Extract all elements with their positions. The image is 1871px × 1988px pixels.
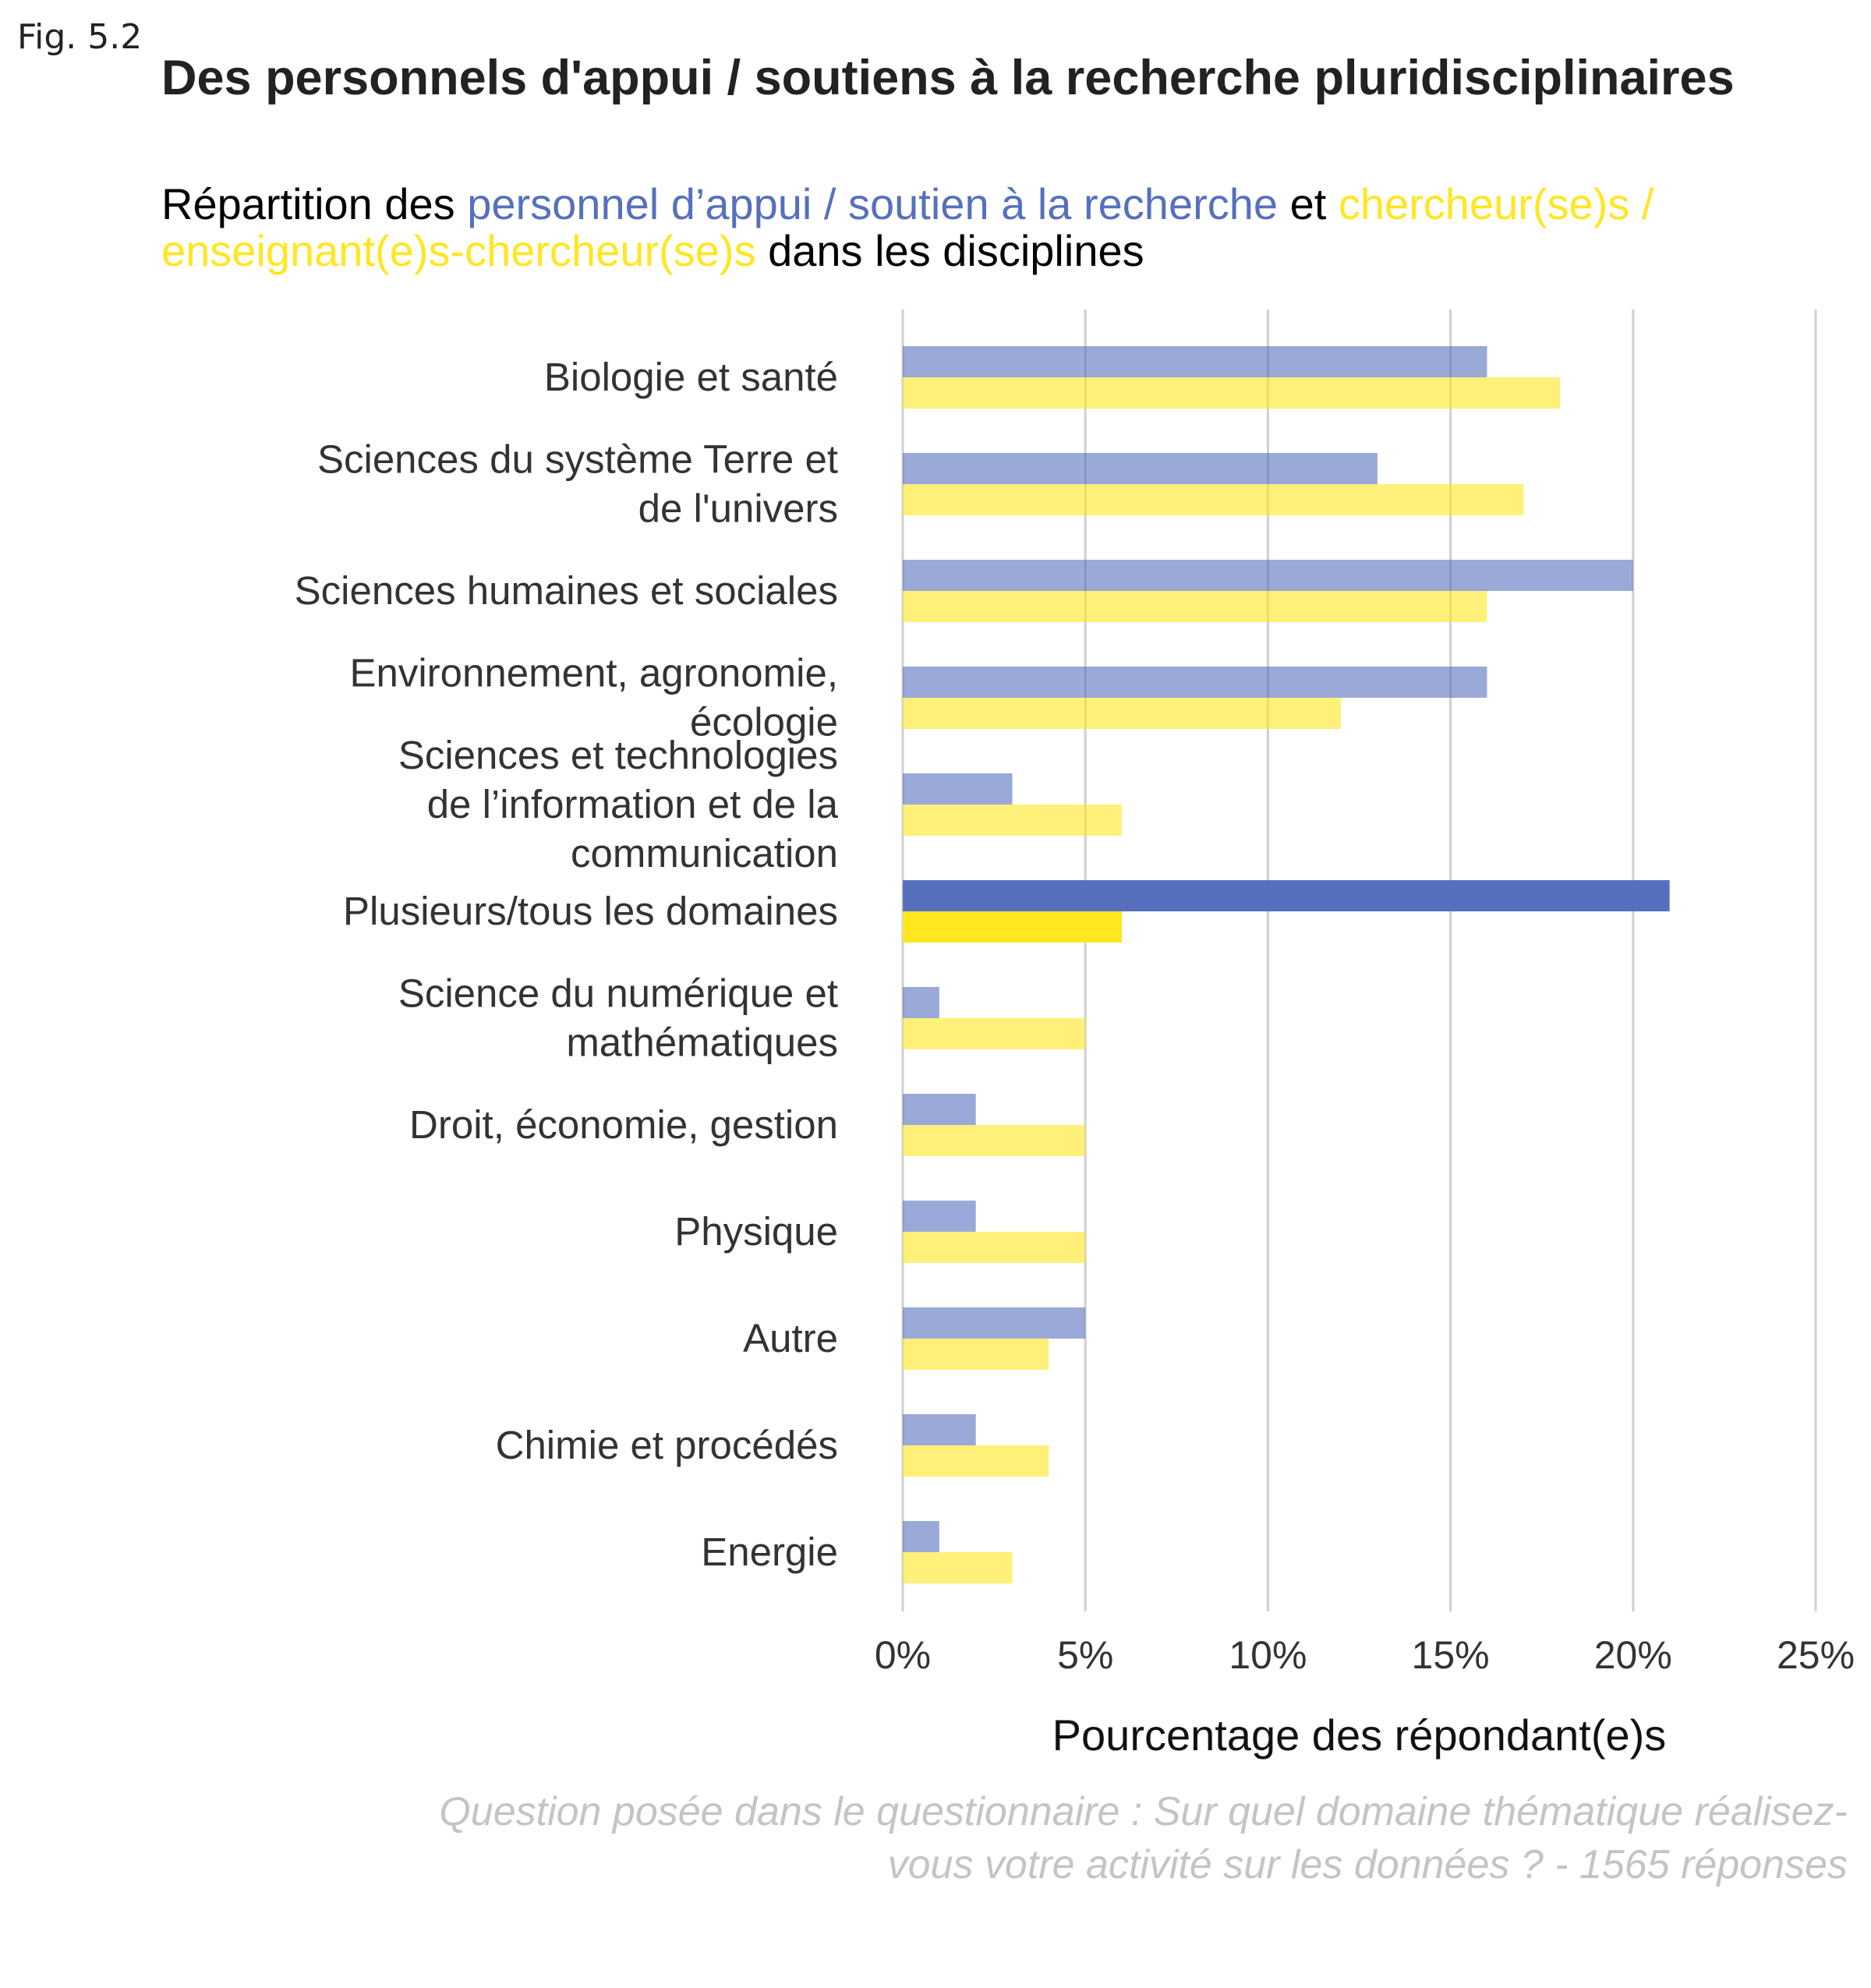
category-label-5: Plusieurs/tous les domaines: [343, 889, 838, 933]
bar-s1-9: [903, 1307, 1086, 1339]
bar-s2-9: [903, 1339, 1049, 1370]
category-label-0: Biologie et santé: [544, 355, 838, 399]
figure-label: Fig. 5.2: [17, 17, 143, 57]
chart-caption: Question posée dans le questionnaire : S…: [439, 1789, 1848, 1887]
chart-title: Des personnels d'appui / soutiens à la r…: [161, 51, 1735, 105]
x-tick-label-5: 5%: [1057, 1633, 1113, 1677]
bar-s2-2: [903, 591, 1487, 622]
x-axis-label: Pourcentage des répondant(e)s: [1052, 1710, 1667, 1760]
category-label-3: Environnement, agronomie, écologie: [349, 651, 838, 745]
category-label-6: Science du numérique et mathématiques: [398, 971, 838, 1065]
subtitle-part3: dans les disciplines: [755, 226, 1144, 275]
bar-s2-3: [903, 698, 1342, 729]
bar-s2-11: [903, 1552, 1013, 1583]
bar-s2-10: [903, 1445, 1049, 1477]
bar-s2-5: [903, 911, 1123, 943]
bar-s2-6: [903, 1018, 1086, 1049]
category-label-7: Droit, économie, gestion: [409, 1102, 838, 1147]
category-label-4: Sciences et technologies de l’information…: [398, 733, 839, 875]
bar-chart: Biologie et santé Sciences du système Ter…: [295, 310, 1855, 1760]
bar-s1-7: [903, 1094, 976, 1125]
category-label-11: Energie: [701, 1530, 838, 1574]
subtitle-series1-legend: personnel d’appui / soutien à la recherc…: [467, 179, 1279, 228]
category-label-2: Sciences humaines et sociales: [295, 568, 838, 613]
bar-s1-5: [903, 880, 1670, 911]
bar-s1-0: [903, 346, 1487, 377]
chart-subtitle: Répartition des personnel d’appui / sout…: [161, 181, 1837, 274]
bar-s1-3: [903, 667, 1487, 698]
bar-s1-10: [903, 1414, 976, 1445]
bar-s1-8: [903, 1201, 976, 1232]
subtitle-series2-legend: chercheur(se)s / enseignant(e)s-chercheu…: [161, 179, 1654, 275]
category-label-10: Chimie et procédés: [496, 1423, 838, 1467]
bar-s2-1: [903, 484, 1524, 515]
x-tick-label-25: 25%: [1777, 1633, 1855, 1677]
subtitle-part1: Répartition des: [161, 179, 468, 228]
bar-s1-1: [903, 453, 1378, 484]
category-label-1: Sciences du système Terre et de l'univers: [317, 437, 838, 531]
x-tick-label-10: 10%: [1229, 1633, 1307, 1677]
bar-s1-11: [903, 1521, 939, 1552]
x-tick-label-15: 15%: [1412, 1633, 1490, 1677]
bar-s2-7: [903, 1125, 1086, 1156]
bar-s1-2: [903, 560, 1633, 591]
bar-s2-4: [903, 805, 1123, 836]
bar-s1-6: [903, 987, 939, 1018]
subtitle-part2: et: [1278, 179, 1339, 228]
bar-s1-4: [903, 773, 1013, 805]
category-label-8: Physique: [674, 1209, 838, 1254]
x-tick-label-0: 0%: [875, 1633, 931, 1677]
bar-s2-0: [903, 377, 1561, 409]
bar-s2-8: [903, 1232, 1086, 1263]
category-label-9: Autre: [743, 1316, 838, 1360]
x-tick-label-20: 20%: [1594, 1633, 1672, 1677]
